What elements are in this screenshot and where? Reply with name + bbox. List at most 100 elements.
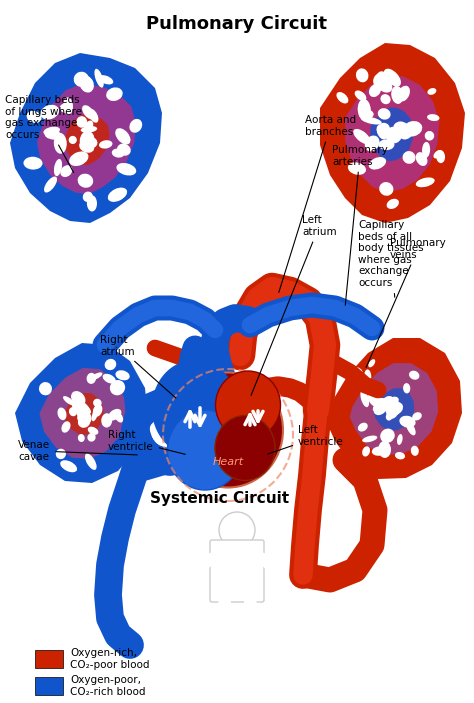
Ellipse shape: [63, 396, 74, 406]
Ellipse shape: [153, 361, 237, 456]
Polygon shape: [10, 53, 162, 223]
Text: Left
atrium: Left atrium: [251, 215, 337, 395]
Bar: [35, 677, 63, 695]
Ellipse shape: [72, 401, 83, 410]
Polygon shape: [64, 393, 104, 434]
Ellipse shape: [93, 399, 101, 407]
Ellipse shape: [81, 138, 93, 146]
Text: Systemic Circuit: Systemic Circuit: [150, 491, 290, 505]
Ellipse shape: [57, 408, 66, 420]
Ellipse shape: [387, 199, 399, 209]
Ellipse shape: [69, 407, 77, 416]
Ellipse shape: [84, 120, 93, 133]
Ellipse shape: [93, 404, 102, 417]
Ellipse shape: [406, 422, 416, 435]
Ellipse shape: [82, 105, 95, 120]
Ellipse shape: [362, 436, 377, 442]
Ellipse shape: [385, 401, 403, 415]
Ellipse shape: [44, 176, 57, 193]
Ellipse shape: [101, 413, 112, 427]
Ellipse shape: [215, 415, 275, 480]
Ellipse shape: [39, 382, 52, 395]
Ellipse shape: [353, 129, 371, 144]
Ellipse shape: [91, 407, 99, 421]
Text: Left
ventricle: Left ventricle: [268, 425, 344, 454]
Ellipse shape: [412, 412, 422, 420]
Ellipse shape: [433, 150, 442, 158]
Ellipse shape: [69, 136, 77, 144]
Bar: [35, 650, 63, 668]
Text: Capillary beds
of lungs where
gas exchange
occurs: Capillary beds of lungs where gas exchan…: [5, 95, 82, 172]
Ellipse shape: [382, 403, 400, 412]
Ellipse shape: [76, 116, 87, 128]
Ellipse shape: [77, 408, 91, 423]
Ellipse shape: [99, 140, 112, 148]
Ellipse shape: [373, 401, 387, 411]
Ellipse shape: [87, 373, 96, 384]
Ellipse shape: [359, 110, 374, 119]
Ellipse shape: [54, 159, 62, 176]
Ellipse shape: [369, 84, 381, 97]
Ellipse shape: [27, 111, 42, 123]
Polygon shape: [374, 388, 414, 431]
Ellipse shape: [108, 409, 121, 420]
Ellipse shape: [377, 123, 390, 136]
Ellipse shape: [60, 165, 73, 177]
Ellipse shape: [94, 69, 104, 88]
Polygon shape: [15, 343, 148, 483]
Ellipse shape: [385, 127, 402, 143]
Ellipse shape: [422, 142, 430, 158]
Polygon shape: [39, 368, 126, 459]
Ellipse shape: [71, 391, 85, 406]
Ellipse shape: [115, 128, 130, 145]
Ellipse shape: [409, 370, 419, 380]
Ellipse shape: [62, 421, 71, 433]
Ellipse shape: [383, 396, 393, 404]
Ellipse shape: [380, 429, 395, 443]
Polygon shape: [370, 108, 414, 162]
Ellipse shape: [360, 390, 369, 407]
Ellipse shape: [416, 177, 435, 187]
Text: Right
atrium: Right atrium: [100, 335, 176, 398]
Ellipse shape: [379, 182, 393, 195]
Ellipse shape: [400, 415, 416, 427]
Ellipse shape: [436, 150, 445, 163]
Ellipse shape: [386, 401, 400, 419]
Ellipse shape: [416, 152, 428, 166]
Ellipse shape: [350, 367, 363, 380]
Ellipse shape: [374, 403, 387, 415]
Text: Aorta and
branches: Aorta and branches: [279, 115, 356, 292]
Ellipse shape: [411, 446, 419, 456]
Ellipse shape: [56, 449, 66, 459]
Ellipse shape: [77, 411, 88, 421]
Ellipse shape: [117, 143, 131, 156]
Ellipse shape: [85, 453, 97, 470]
Ellipse shape: [425, 131, 434, 141]
Ellipse shape: [390, 403, 398, 411]
Ellipse shape: [376, 125, 387, 139]
Ellipse shape: [355, 91, 366, 101]
Ellipse shape: [397, 434, 402, 445]
Polygon shape: [350, 363, 438, 455]
Text: Pulmonary Circuit: Pulmonary Circuit: [146, 15, 328, 33]
Ellipse shape: [81, 126, 97, 133]
Ellipse shape: [365, 136, 380, 151]
Ellipse shape: [110, 380, 125, 395]
Ellipse shape: [108, 188, 127, 202]
Ellipse shape: [44, 127, 60, 135]
Ellipse shape: [393, 122, 410, 138]
Ellipse shape: [23, 157, 43, 169]
Ellipse shape: [84, 136, 93, 144]
Text: Right
ventricle: Right ventricle: [108, 430, 185, 454]
Ellipse shape: [60, 104, 70, 113]
Ellipse shape: [383, 129, 401, 141]
Ellipse shape: [79, 400, 91, 413]
Ellipse shape: [79, 141, 94, 153]
Ellipse shape: [63, 97, 73, 115]
Ellipse shape: [167, 410, 243, 490]
Ellipse shape: [369, 157, 386, 169]
Ellipse shape: [89, 109, 99, 123]
Polygon shape: [64, 114, 109, 165]
Ellipse shape: [358, 423, 368, 432]
Polygon shape: [37, 84, 136, 194]
